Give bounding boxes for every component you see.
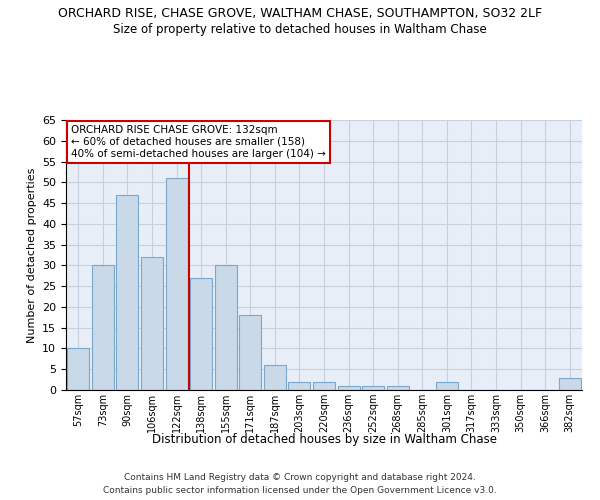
Bar (67, 348, 89, 390)
Text: ORCHARD RISE CHASE GROVE: 132sqm
← 60% of detached houses are smaller (158)
40% : ORCHARD RISE CHASE GROVE: 132sqm ← 60% o… (71, 126, 326, 158)
Bar (166, 178, 188, 390)
Text: ORCHARD RISE, CHASE GROVE, WALTHAM CHASE, SOUTHAMPTON, SO32 2LF: ORCHARD RISE, CHASE GROVE, WALTHAM CHASE… (58, 8, 542, 20)
Bar (116, 195, 139, 390)
Text: Contains public sector information licensed under the Open Government Licence v3: Contains public sector information licen… (103, 486, 497, 495)
Text: Distribution of detached houses by size in Waltham Chase: Distribution of detached houses by size … (151, 432, 497, 446)
Bar (338, 386, 359, 390)
Bar (264, 365, 286, 390)
Bar (559, 378, 581, 390)
Text: Size of property relative to detached houses in Waltham Chase: Size of property relative to detached ho… (113, 22, 487, 36)
Text: Contains HM Land Registry data © Crown copyright and database right 2024.: Contains HM Land Registry data © Crown c… (124, 472, 476, 482)
Bar (141, 257, 163, 390)
Bar (92, 266, 114, 390)
Bar (313, 382, 335, 390)
Bar (215, 266, 237, 390)
Bar (362, 386, 384, 390)
Bar (436, 382, 458, 390)
Bar (239, 315, 262, 390)
Bar (289, 382, 310, 390)
Bar (386, 386, 409, 390)
Y-axis label: Number of detached properties: Number of detached properties (26, 168, 37, 342)
Bar (190, 278, 212, 390)
